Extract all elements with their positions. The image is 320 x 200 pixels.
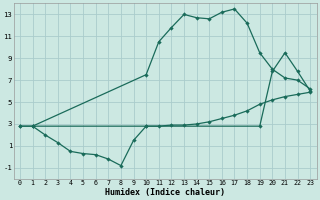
X-axis label: Humidex (Indice chaleur): Humidex (Indice chaleur) [105, 188, 225, 197]
